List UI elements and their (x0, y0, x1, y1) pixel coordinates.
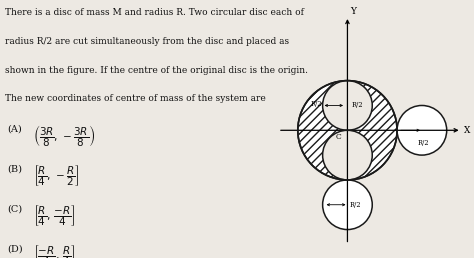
Circle shape (298, 81, 397, 180)
Text: $\left[\dfrac{R}{4},\,\dfrac{-R}{4}\right]$: $\left[\dfrac{R}{4},\,\dfrac{-R}{4}\righ… (33, 203, 75, 228)
Text: $\left[\dfrac{R}{4},\,-\dfrac{R}{2}\right]$: $\left[\dfrac{R}{4},\,-\dfrac{R}{2}\righ… (33, 163, 80, 188)
Circle shape (323, 180, 372, 230)
Text: There is a disc of mass M and radius R. Two circular disc each of: There is a disc of mass M and radius R. … (5, 8, 304, 17)
Text: Y: Y (350, 7, 356, 16)
Text: (C): (C) (7, 205, 22, 214)
Text: X: X (464, 126, 471, 135)
Text: (B): (B) (7, 165, 22, 174)
Text: (A): (A) (7, 125, 22, 134)
Text: radius R/2 are cut simultaneously from the disc and placed as: radius R/2 are cut simultaneously from t… (5, 37, 289, 46)
Text: R/2: R/2 (351, 101, 363, 109)
Circle shape (323, 81, 372, 130)
Text: The new coordinates of centre of mass of the system are: The new coordinates of centre of mass of… (5, 94, 265, 103)
Text: (D): (D) (7, 245, 23, 254)
Text: $\left[\dfrac{-R}{4},\,\dfrac{R}{4}\right]$: $\left[\dfrac{-R}{4},\,\dfrac{R}{4}\righ… (33, 243, 75, 258)
Text: shown in the figure. If the centre of the original disc is the origin.: shown in the figure. If the centre of th… (5, 66, 308, 75)
Circle shape (397, 106, 447, 155)
Text: $\left(\dfrac{3R}{8},\,-\dfrac{3R}{8}\right)$: $\left(\dfrac{3R}{8},\,-\dfrac{3R}{8}\ri… (33, 123, 96, 149)
Text: R/2: R/2 (310, 100, 322, 108)
Circle shape (323, 130, 372, 180)
Text: R/2: R/2 (350, 201, 361, 209)
Text: C: C (336, 133, 341, 141)
Text: R/2: R/2 (417, 139, 428, 147)
